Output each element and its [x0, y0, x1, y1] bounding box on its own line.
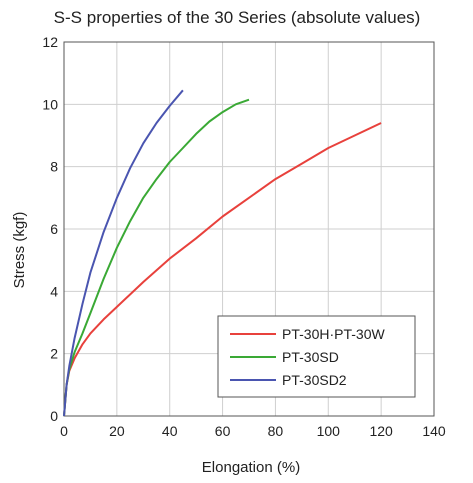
series-line-0: [63, 122, 382, 417]
axis-ticks: 0 20 40 60 80 100 120 140 0 2 4 6 8 10 12: [42, 34, 445, 439]
x-axis-label: Elongation (%): [202, 459, 300, 476]
x-tick-label: 80: [268, 423, 284, 439]
legend-entry: PT-30SD2: [282, 372, 347, 388]
x-tick-label: 60: [215, 423, 231, 439]
grid: [64, 42, 434, 416]
y-tick-label: 12: [42, 34, 58, 50]
plot-area-frame: [63, 41, 435, 417]
x-tick-label: 40: [162, 423, 178, 439]
series-line-1: [63, 98, 250, 417]
x-tick-label: 20: [109, 423, 125, 439]
legend-entry: PT-30H·PT-30W: [282, 326, 385, 342]
y-tick-label: 4: [50, 283, 58, 299]
y-tick-label: 6: [50, 221, 58, 237]
series-line-2: [63, 89, 184, 417]
x-tick-label: 140: [422, 423, 446, 439]
y-tick-label: 0: [50, 408, 58, 424]
y-axis-label: Stress (kgf): [11, 212, 28, 289]
x-tick-label: 120: [369, 423, 393, 439]
x-tick-label: 0: [60, 423, 68, 439]
series-layer: [63, 89, 382, 417]
chart-title: S-S properties of the 30 Series (absolut…: [54, 8, 421, 27]
legend-entry: PT-30SD: [282, 349, 339, 365]
x-tick-label: 100: [317, 423, 341, 439]
legend: PT-30H·PT-30W PT-30SD PT-30SD2: [217, 315, 416, 398]
y-tick-label: 2: [50, 346, 58, 362]
y-tick-label: 10: [42, 96, 58, 112]
y-tick-label: 8: [50, 159, 58, 175]
